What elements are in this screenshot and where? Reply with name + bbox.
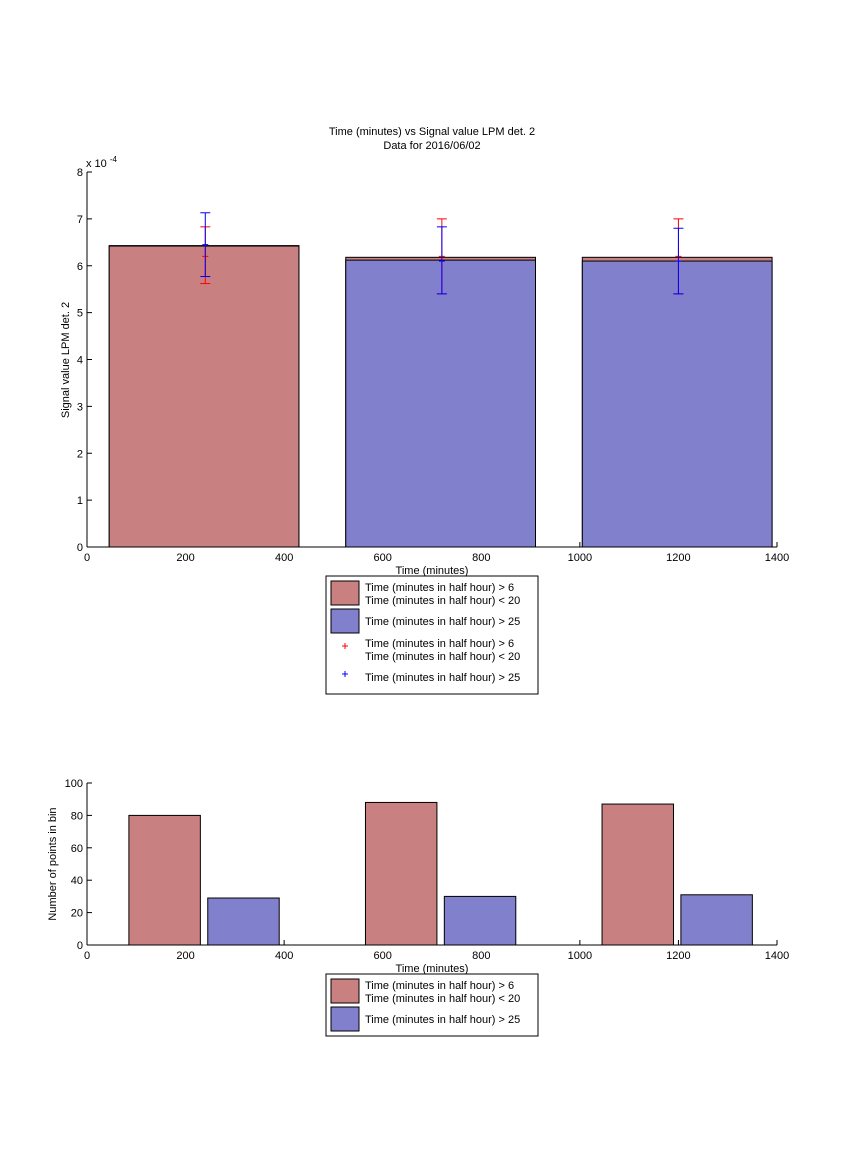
plot-area: 0 200 400 600 800 1000 1200 1400 0 1 2 3 4 5 6 7 8 <box>77 167 789 564</box>
legend-label: Time (minutes in half hour) > 6 <box>365 638 514 650</box>
count-chart: 0 200 400 600 800 1000 1200 1400 0 20 40 60 80 100 Ti… <box>47 778 790 1037</box>
y-axis-label: Signal value LPM det. 2 <box>60 302 72 418</box>
legend-swatch <box>330 978 360 1004</box>
bar-blue <box>345 259 536 548</box>
count-bar <box>601 803 674 946</box>
bar-blue <box>581 260 773 548</box>
x-tick-label: 600 <box>374 950 392 962</box>
legend-swatch <box>330 580 360 606</box>
y-tick-label: 1 <box>77 495 83 507</box>
x-tick-label: 400 <box>275 950 293 962</box>
x-tick-label: 0 <box>84 950 90 962</box>
y-tick-label: 60 <box>71 843 83 855</box>
legend-label: Time (minutes in half hour) > 6 <box>365 582 514 594</box>
y-tick-label: 20 <box>71 908 83 920</box>
x-tick-label: 400 <box>275 552 293 564</box>
legend-box <box>325 575 539 695</box>
x-tick-label: 1000 <box>568 552 592 564</box>
x-axis-label: Time (minutes) <box>396 565 469 577</box>
legend-label: Time (minutes in half hour) > 6 <box>365 980 514 992</box>
chart-subtitle: Data for 2016/06/02 <box>383 140 480 152</box>
legend-swatch <box>330 1006 360 1032</box>
count-bar <box>207 897 280 946</box>
y-tick-label: 7 <box>77 214 83 226</box>
chart-title: Time (minutes) vs Signal value LPM det. … <box>329 126 535 138</box>
y-tick-label: 80 <box>71 810 83 822</box>
x-tick-label: 600 <box>374 552 392 564</box>
legend-box <box>325 973 539 1037</box>
x-tick-label: 1000 <box>568 950 592 962</box>
x-tick-label: 800 <box>472 950 490 962</box>
count-bar <box>364 801 438 946</box>
legend-label: Time (minutes in half hour) > 25 <box>365 616 520 628</box>
x-tick-label: 1200 <box>666 552 690 564</box>
legend-label: Time (minutes in half hour) > 25 <box>365 672 520 684</box>
legend-label: Time (minutes in half hour) > 25 <box>365 1014 520 1026</box>
x-tick-label: 200 <box>176 950 194 962</box>
y-axis-label: Number of points in bin <box>47 807 59 920</box>
y-tick-label: 4 <box>77 355 83 367</box>
bar-red <box>108 245 300 548</box>
y-tick-label: 40 <box>71 875 83 887</box>
legend-label: Time (minutes in half hour) < 20 <box>365 595 520 607</box>
plot-area: 0 200 400 600 800 1000 1200 1400 0 20 40 60 80 100 <box>65 778 790 962</box>
x-tick-label: 800 <box>472 552 490 564</box>
legend-swatch <box>330 608 360 634</box>
y-tick-label: 8 <box>77 167 83 179</box>
y-tick-label: 6 <box>77 261 83 273</box>
x-tick-label: 200 <box>176 552 194 564</box>
y-tick-label: 0 <box>77 542 83 554</box>
y-tick-label: 100 <box>65 778 83 790</box>
x-tick-label: 1200 <box>666 950 690 962</box>
count-bar <box>128 814 201 946</box>
count-bar <box>443 895 517 946</box>
y-exponent-power: -4 <box>110 155 118 164</box>
count-bar <box>680 894 753 946</box>
x-tick-label: 1400 <box>765 552 789 564</box>
legend-label: Time (minutes in half hour) < 20 <box>365 993 520 1005</box>
x-tick-label: 1400 <box>765 950 789 962</box>
y-tick-label: 5 <box>77 308 83 320</box>
y-tick-label: 3 <box>77 401 83 413</box>
y-tick-label: 2 <box>77 448 83 460</box>
x-axis-label: Time (minutes) <box>396 963 469 975</box>
signal-chart: Time (minutes) vs Signal value LPM det. … <box>60 126 789 695</box>
y-exponent-base: x 10 <box>86 158 107 170</box>
y-exponent-label: x 10 -4 <box>86 155 118 170</box>
y-tick-label: 0 <box>77 940 83 952</box>
legend-label: Time (minutes in half hour) < 20 <box>365 651 520 663</box>
x-tick-label: 0 <box>84 552 90 564</box>
